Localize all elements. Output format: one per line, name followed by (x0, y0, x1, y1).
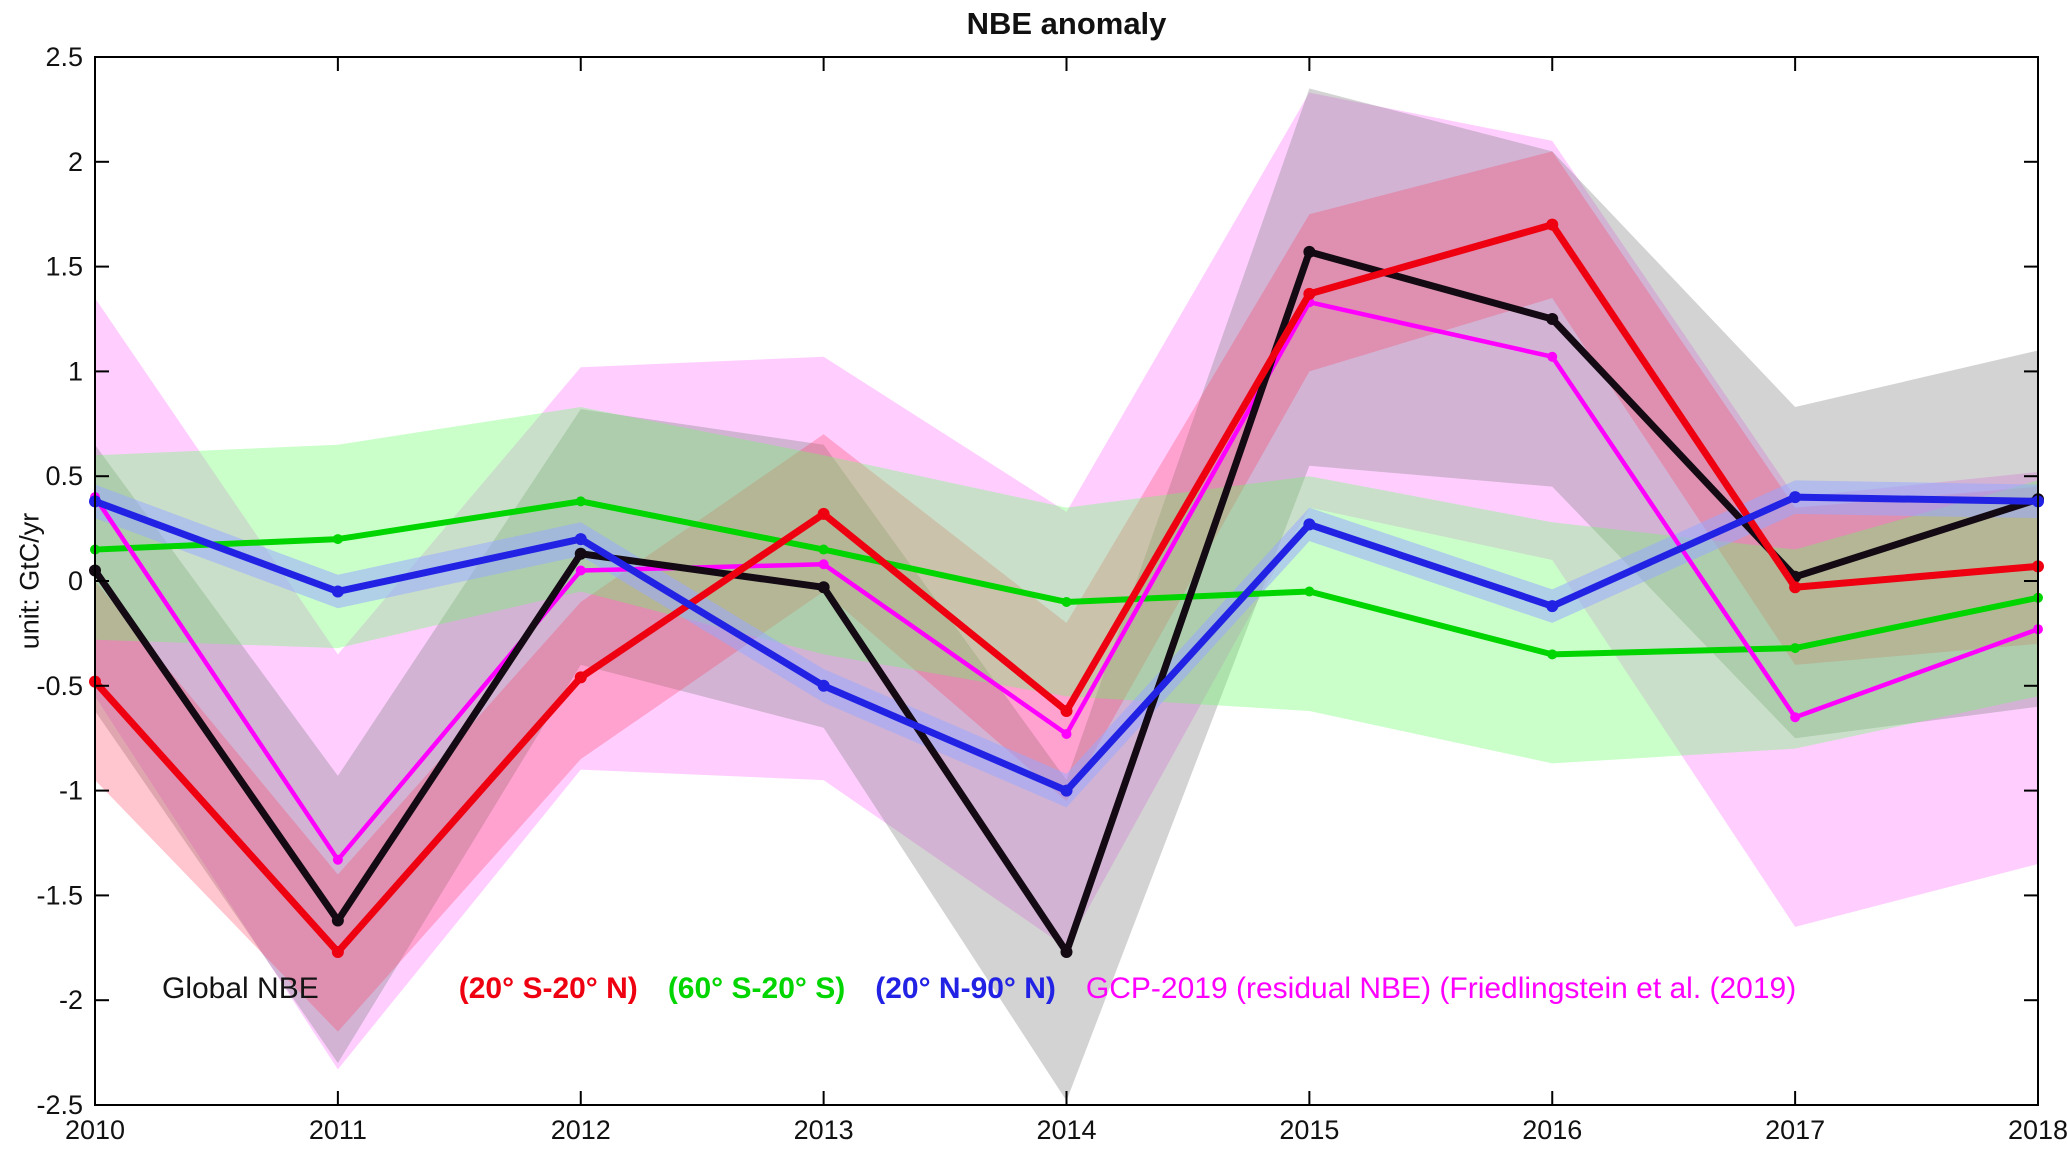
y-tick-label: 0 (68, 566, 83, 596)
series-marker-south (1547, 649, 1558, 660)
x-tick-label: 2016 (1522, 1115, 1582, 1145)
legend-item-north: (20° N-90° N) (875, 972, 1056, 1005)
series-marker-gcp (332, 854, 343, 865)
series-marker-tropics (817, 507, 830, 520)
y-tick-label: -1 (59, 776, 83, 806)
series-marker-north (1303, 518, 1316, 531)
series-marker-tropics (574, 671, 587, 684)
series-marker-north (1789, 491, 1802, 504)
series-marker-global (574, 547, 587, 560)
series-band-global (95, 88, 2038, 1101)
y-tick-label: -0.5 (36, 671, 83, 701)
series-marker-tropics (331, 945, 344, 958)
series-marker-south (1790, 643, 1801, 654)
series-marker-tropics (1303, 287, 1316, 300)
series-marker-global (1303, 245, 1316, 258)
series-marker-global (1546, 313, 1559, 325)
y-tick-label: 1 (68, 356, 83, 386)
x-tick-label: 2013 (794, 1115, 854, 1145)
y-tick-label: -1.5 (36, 880, 83, 910)
x-tick-label: 2011 (309, 1115, 367, 1145)
series-marker-gcp (575, 565, 586, 576)
x-tick-label: 2017 (1765, 1115, 1825, 1145)
series-marker-north (331, 585, 344, 598)
series-band-gcp (95, 92, 2038, 1070)
legend: Global NBE (20° S-20° N) (60° S-20° S) (20°… (162, 972, 1796, 1006)
series-marker-tropics (1789, 581, 1802, 594)
series-marker-global (1060, 945, 1073, 958)
x-tick-label: 2010 (65, 1115, 125, 1145)
x-tick-label: 2014 (1036, 1115, 1096, 1145)
legend-item-global: Global NBE (162, 972, 319, 1005)
series-band-south (95, 407, 2038, 764)
series-marker-north (1060, 784, 1073, 797)
y-tick-label: -2.5 (36, 1090, 83, 1120)
series-marker-tropics (1060, 704, 1073, 717)
legend-item-tropics: (20° S-20° N) (458, 972, 638, 1005)
series-marker-global (331, 914, 344, 927)
series-marker-gcp (818, 559, 829, 570)
series-marker-north (817, 679, 830, 692)
series-marker-south (575, 496, 586, 507)
series-band-tropics (95, 151, 2038, 1032)
series-band-north (95, 480, 2038, 808)
series-marker-tropics (1546, 218, 1559, 231)
y-tick-label: 0.5 (45, 461, 83, 491)
series-marker-south (1304, 586, 1315, 597)
y-tick-label: -2 (59, 985, 83, 1015)
series-marker-north (574, 533, 587, 546)
legend-item-south: (60° S-20° S) (667, 972, 846, 1005)
series-marker-north (1546, 600, 1559, 613)
series-marker-gcp (1790, 712, 1801, 723)
series-marker-gcp (1061, 729, 1072, 740)
x-tick-label: 2015 (1279, 1115, 1339, 1145)
y-tick-label: 2 (68, 147, 83, 177)
series-marker-global (817, 581, 830, 594)
legend-item-gcp: GCP-2019 (residual NBE) (Friedlingstein … (1085, 972, 1797, 1005)
series-marker-south (1061, 596, 1072, 607)
y-axis-label: unit: GtC/yr (14, 512, 45, 650)
x-tick-label: 2018 (2008, 1115, 2067, 1145)
y-tick-label: 1.5 (45, 252, 83, 282)
x-tick-label: 2012 (551, 1115, 611, 1145)
chart-title: NBE anomaly (966, 6, 1167, 41)
series-marker-gcp (1547, 351, 1558, 362)
series-marker-south (332, 534, 343, 545)
series-marker-south (818, 544, 829, 555)
y-tick-label: 2.5 (45, 42, 83, 72)
